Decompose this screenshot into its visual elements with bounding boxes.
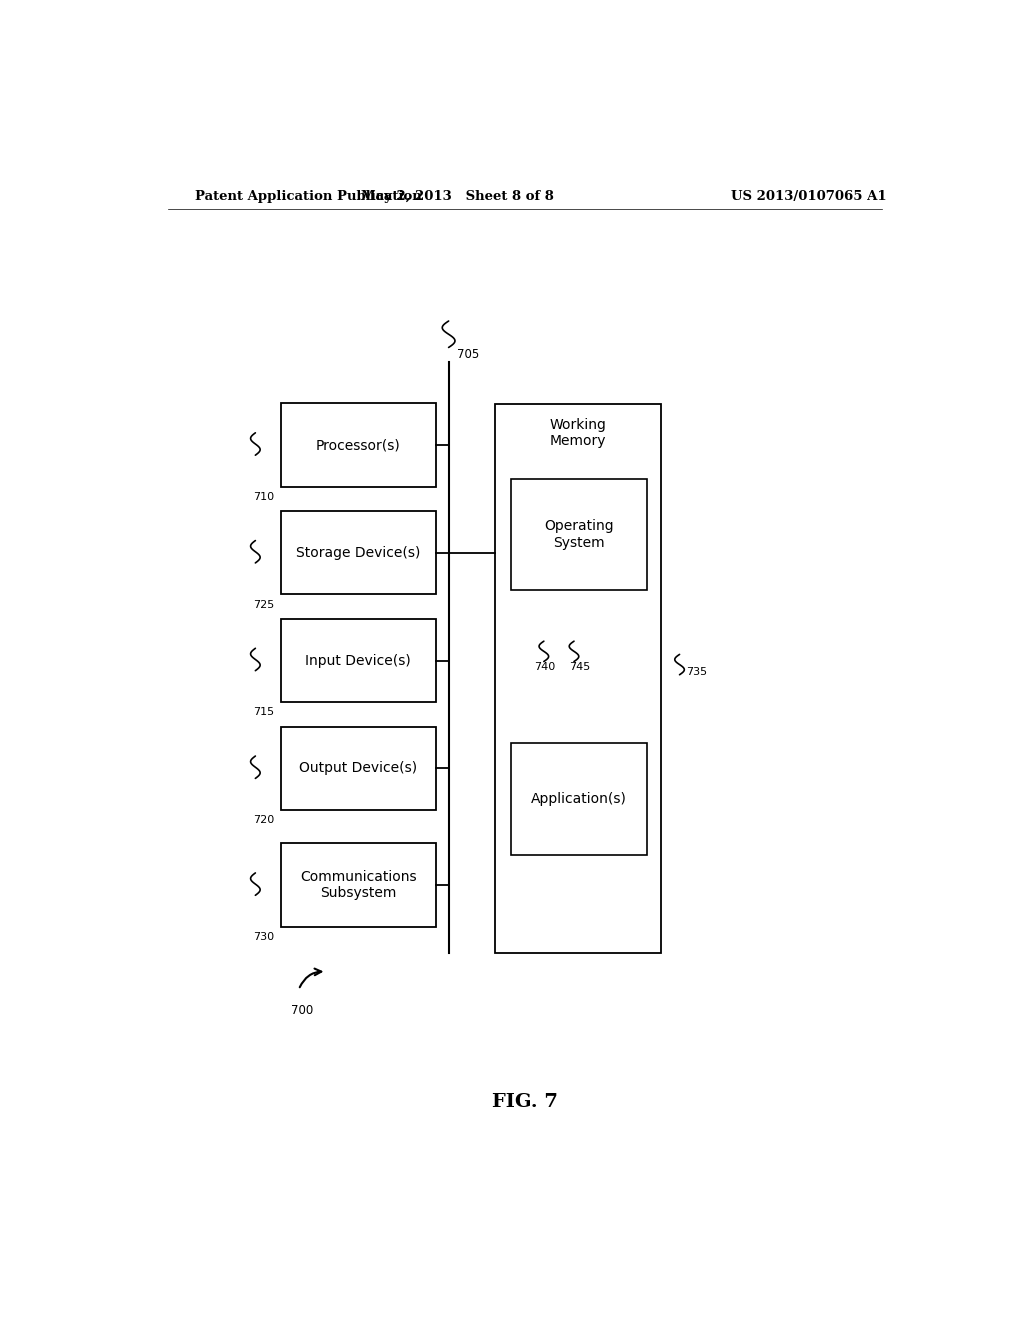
Text: FIG. 7: FIG. 7 xyxy=(492,1093,558,1110)
Text: Processor(s): Processor(s) xyxy=(315,438,400,451)
Text: 720: 720 xyxy=(253,814,274,825)
Text: Communications
Subsystem: Communications Subsystem xyxy=(300,870,417,900)
Bar xyxy=(281,619,435,702)
Text: Application(s): Application(s) xyxy=(530,792,627,805)
Text: US 2013/0107065 A1: US 2013/0107065 A1 xyxy=(731,190,887,202)
Text: Operating
System: Operating System xyxy=(544,519,613,549)
Text: Patent Application Publication: Patent Application Publication xyxy=(196,190,422,202)
Text: 735: 735 xyxy=(686,667,707,677)
Text: Input Device(s): Input Device(s) xyxy=(305,653,411,668)
Bar xyxy=(495,404,662,953)
Bar xyxy=(511,479,647,590)
Text: 725: 725 xyxy=(253,599,274,610)
Text: 705: 705 xyxy=(457,348,479,362)
Bar xyxy=(281,511,435,594)
Bar xyxy=(281,404,435,487)
Text: 710: 710 xyxy=(253,492,274,502)
Text: 745: 745 xyxy=(569,661,591,672)
Bar xyxy=(281,843,435,927)
Text: Working
Memory: Working Memory xyxy=(550,417,606,447)
Text: May 2, 2013   Sheet 8 of 8: May 2, 2013 Sheet 8 of 8 xyxy=(360,190,554,202)
Bar xyxy=(511,743,647,854)
Text: 700: 700 xyxy=(292,1005,313,1016)
Text: 740: 740 xyxy=(535,661,556,672)
Bar xyxy=(281,726,435,810)
Text: 730: 730 xyxy=(253,932,274,942)
Text: Storage Device(s): Storage Device(s) xyxy=(296,545,420,560)
Text: 715: 715 xyxy=(253,708,274,717)
Text: Output Device(s): Output Device(s) xyxy=(299,762,417,775)
